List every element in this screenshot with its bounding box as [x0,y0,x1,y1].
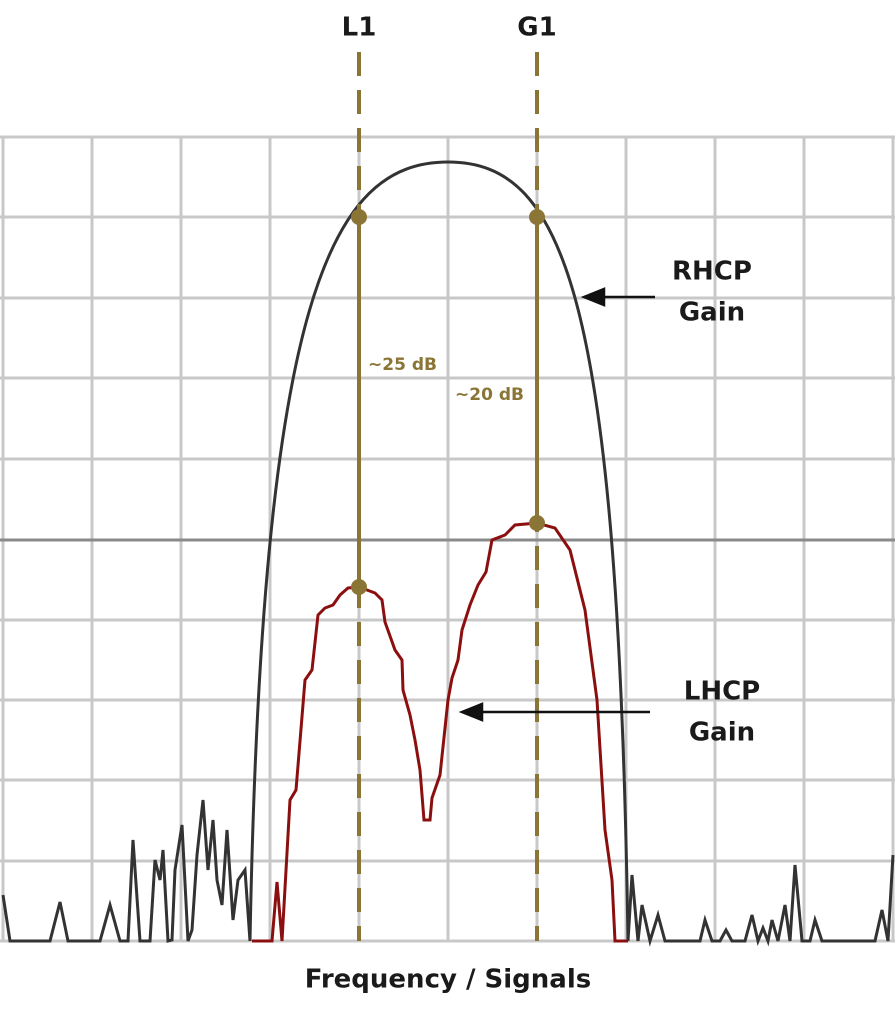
curve-label: Gain [679,298,745,328]
difference-label: ~25 dB [368,355,437,375]
arrows [458,287,655,722]
noise [626,854,895,947]
noise [1,799,252,943]
marker-dots [351,209,545,595]
marker-label: G1 [517,13,556,43]
lhcp-curve [252,521,628,943]
marker-lines [357,52,539,941]
axis-label: Frequency / Signals [305,965,591,995]
difference-label: ~20 dB [455,385,524,405]
curve-label: Gain [689,718,755,748]
marker-label: L1 [342,13,377,43]
rhcp-curve [248,160,630,942]
curve-label: LHCP [684,677,760,707]
grid [0,135,895,943]
curve-label: RHCP [672,257,752,287]
